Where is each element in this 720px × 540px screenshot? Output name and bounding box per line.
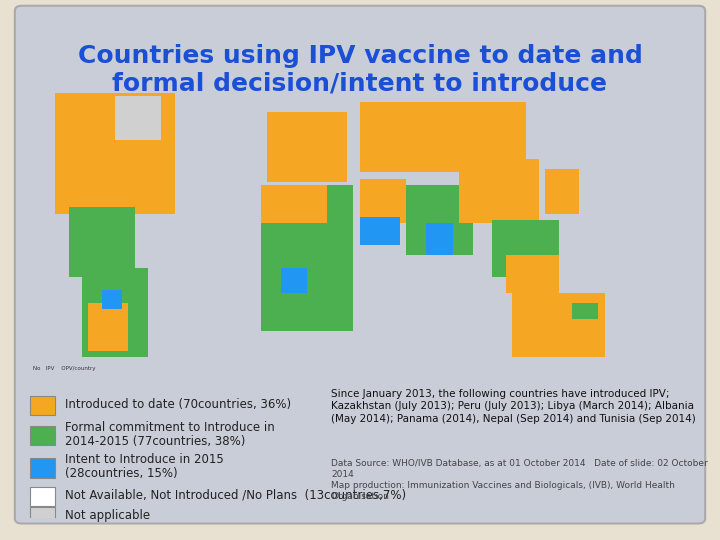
FancyBboxPatch shape xyxy=(82,268,148,357)
FancyBboxPatch shape xyxy=(360,102,526,172)
Text: Since January 2013, the following countries have introduced IPV;
Kazakhstan (Jul: Since January 2013, the following countr… xyxy=(331,389,696,423)
FancyBboxPatch shape xyxy=(55,92,174,213)
FancyBboxPatch shape xyxy=(102,290,122,309)
FancyBboxPatch shape xyxy=(68,207,135,277)
FancyBboxPatch shape xyxy=(360,179,406,223)
Text: Formal commitment to Introduce in
2014-2015 (77countries, 38%): Formal commitment to Introduce in 2014-2… xyxy=(65,421,275,448)
Text: Not Available, Not Introduced /No Plans  (13countries,7%): Not Available, Not Introduced /No Plans … xyxy=(65,489,406,502)
FancyBboxPatch shape xyxy=(426,223,453,255)
FancyBboxPatch shape xyxy=(492,220,559,277)
Text: Data Source: WHO/IVB Database, as at 01 October 2014   Date of slide: 02 October: Data Source: WHO/IVB Database, as at 01 … xyxy=(331,459,708,501)
Text: Intent to Introduce in 2015
(28countries, 15%): Intent to Introduce in 2015 (28countries… xyxy=(65,453,224,480)
Text: Countries using IPV vaccine to date and
formal decision/intent to introduce: Countries using IPV vaccine to date and … xyxy=(78,44,642,96)
FancyBboxPatch shape xyxy=(30,426,55,445)
FancyBboxPatch shape xyxy=(30,458,55,477)
FancyBboxPatch shape xyxy=(15,6,705,523)
FancyBboxPatch shape xyxy=(261,185,327,223)
FancyBboxPatch shape xyxy=(505,255,559,293)
FancyBboxPatch shape xyxy=(360,217,400,245)
FancyBboxPatch shape xyxy=(459,159,539,223)
Text: No   IPV    OPV/country: No IPV OPV/country xyxy=(33,366,96,371)
FancyBboxPatch shape xyxy=(513,293,605,357)
FancyBboxPatch shape xyxy=(261,185,354,332)
FancyBboxPatch shape xyxy=(546,169,579,213)
FancyBboxPatch shape xyxy=(267,112,347,181)
FancyBboxPatch shape xyxy=(115,96,161,140)
FancyBboxPatch shape xyxy=(30,508,55,527)
FancyBboxPatch shape xyxy=(281,268,307,293)
Text: Not applicable: Not applicable xyxy=(65,509,150,522)
FancyBboxPatch shape xyxy=(30,487,55,506)
FancyBboxPatch shape xyxy=(406,185,472,255)
Text: Introduced to date (70countries, 36%): Introduced to date (70countries, 36%) xyxy=(65,398,291,411)
FancyBboxPatch shape xyxy=(89,303,128,350)
FancyBboxPatch shape xyxy=(572,303,598,319)
FancyBboxPatch shape xyxy=(30,396,55,415)
